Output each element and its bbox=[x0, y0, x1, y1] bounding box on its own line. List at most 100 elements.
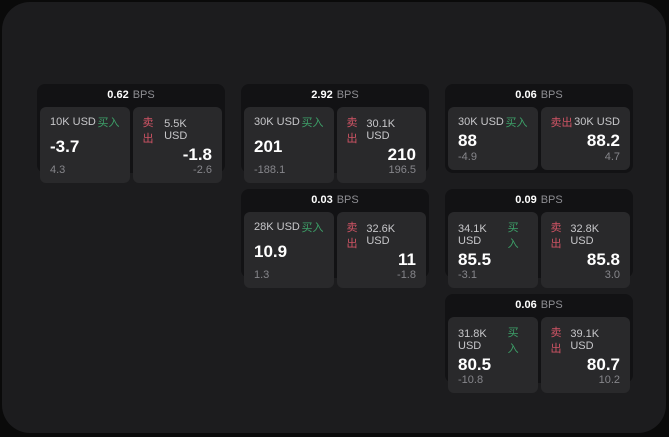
buy-side-label: 买入 bbox=[301, 222, 324, 234]
sell-price: 85.8 bbox=[586, 250, 620, 269]
sell-price: 210 bbox=[387, 145, 416, 164]
buy-sub-value: 1.3 bbox=[254, 269, 270, 281]
sell-price: -1.8 bbox=[182, 145, 212, 164]
sell-tile-top: 卖出 32.8K USD bbox=[551, 219, 621, 251]
sell-amount: 32.8K USD bbox=[570, 223, 600, 247]
spread-unit-label: BPS bbox=[132, 89, 155, 101]
quotes-grid: 0.62 BPS 10K USD 买入 -3.7 4.3 卖出 5.5K USD… bbox=[37, 84, 633, 393]
buy-sub-value: -4.9 bbox=[458, 151, 477, 163]
buy-amount: 28K USD bbox=[254, 221, 300, 233]
sell-side-label: 卖出 bbox=[550, 327, 562, 355]
quote-card: 0.09 BPS 34.1K USD 买入 85.5 -3.1 卖出 32.8K… bbox=[445, 189, 633, 288]
buy-sub-value: -188.1 bbox=[254, 164, 286, 176]
buy-tile[interactable]: 31.8K USD 买入 80.5 -10.8 bbox=[448, 317, 538, 393]
spread-unit-label: BPS bbox=[540, 299, 563, 311]
sell-sub-value: 4.7 bbox=[604, 151, 620, 163]
buy-sub-value: -3.1 bbox=[458, 269, 477, 281]
sell-tile[interactable]: 卖出 32.8K USD 85.8 3.0 bbox=[540, 212, 630, 288]
sell-tile[interactable]: 卖出 30K USD 88.2 4.7 bbox=[540, 107, 630, 170]
sell-sub-value: 10.2 bbox=[598, 374, 620, 386]
quote-tiles: 28K USD 买入 10.9 1.3 卖出 32.6K USD 11 -1.8 bbox=[241, 212, 429, 291]
sell-side-label: 卖出 bbox=[550, 222, 562, 250]
quote-tiles: 31.8K USD 买入 80.5 -10.8 卖出 39.1K USD 80.… bbox=[445, 317, 633, 396]
spread-unit-label: BPS bbox=[336, 89, 359, 101]
buy-amount: 31.8K USD bbox=[458, 328, 487, 352]
buy-price: 10.9 bbox=[254, 242, 288, 261]
sell-sub-value: 196.5 bbox=[388, 164, 416, 176]
buy-amount: 34.1K USD bbox=[458, 223, 487, 247]
spread-value: 0.06 bbox=[515, 299, 537, 311]
quote-card: 2.92 BPS 30K USD 买入 201 -188.1 卖出 30.1K … bbox=[241, 84, 429, 183]
spread-header: 0.62 BPS bbox=[37, 84, 225, 107]
quote-tiles: 34.1K USD 买入 85.5 -3.1 卖出 32.8K USD 85.8… bbox=[445, 212, 633, 291]
buy-price: -3.7 bbox=[50, 137, 80, 156]
sell-side-label: 卖出 bbox=[142, 117, 154, 145]
quotes-panel: 0.62 BPS 10K USD 买入 -3.7 4.3 卖出 5.5K USD… bbox=[2, 2, 666, 433]
sell-tile[interactable]: 卖出 39.1K USD 80.7 10.2 bbox=[540, 317, 630, 393]
buy-amount: 30K USD bbox=[458, 116, 504, 128]
buy-side-label: 买入 bbox=[505, 117, 528, 129]
sell-tile-top: 卖出 39.1K USD bbox=[551, 324, 621, 356]
quote-tiles: 30K USD 买入 201 -188.1 卖出 30.1K USD 210 1… bbox=[241, 107, 429, 186]
spread-header: 0.06 BPS bbox=[445, 84, 633, 107]
sell-price: 11 bbox=[398, 250, 416, 269]
quote-tiles: 10K USD 买入 -3.7 4.3 卖出 5.5K USD -1.8 -2.… bbox=[37, 107, 225, 186]
buy-tile[interactable]: 30K USD 买入 201 -188.1 bbox=[244, 107, 334, 183]
quote-tiles: 30K USD 买入 88 -4.9 卖出 30K USD 88.2 4.7 bbox=[445, 107, 633, 173]
spread-value: 0.09 bbox=[515, 194, 537, 206]
buy-side-label: 买入 bbox=[97, 117, 120, 129]
sell-tile[interactable]: 卖出 30.1K USD 210 196.5 bbox=[336, 107, 426, 183]
sell-tile[interactable]: 卖出 5.5K USD -1.8 -2.6 bbox=[132, 107, 222, 183]
buy-tile-top: 34.1K USD 买入 bbox=[458, 219, 528, 251]
spread-value: 2.92 bbox=[311, 89, 333, 101]
sell-amount: 30K USD bbox=[574, 116, 620, 128]
buy-sub-value: 4.3 bbox=[50, 164, 66, 176]
sell-amount: 5.5K USD bbox=[164, 118, 188, 142]
buy-side-label: 买入 bbox=[507, 327, 519, 355]
quote-card: 0.06 BPS 30K USD 买入 88 -4.9 卖出 30K USD 8… bbox=[445, 84, 633, 173]
buy-tile[interactable]: 10K USD 买入 -3.7 4.3 bbox=[40, 107, 130, 183]
spread-value: 0.03 bbox=[311, 194, 333, 206]
buy-tile-top: 30K USD 买入 bbox=[458, 114, 528, 130]
spread-value: 0.06 bbox=[515, 89, 537, 101]
sell-tile-top: 卖出 5.5K USD bbox=[143, 114, 213, 146]
buy-tile-top: 30K USD 买入 bbox=[254, 114, 324, 130]
sell-side-label: 卖出 bbox=[346, 117, 358, 145]
spread-header: 0.09 BPS bbox=[445, 189, 633, 212]
buy-amount: 10K USD bbox=[50, 116, 96, 128]
sell-tile-top: 卖出 30K USD bbox=[551, 114, 621, 130]
spread-header: 0.06 BPS bbox=[445, 294, 633, 317]
buy-tile-top: 31.8K USD 买入 bbox=[458, 324, 528, 356]
buy-tile[interactable]: 30K USD 买入 88 -4.9 bbox=[448, 107, 538, 170]
sell-sub-value: 3.0 bbox=[604, 269, 620, 281]
buy-price: 201 bbox=[254, 137, 283, 156]
buy-price: 85.5 bbox=[458, 250, 492, 269]
sell-tile[interactable]: 卖出 32.6K USD 11 -1.8 bbox=[336, 212, 426, 288]
buy-tile[interactable]: 34.1K USD 买入 85.5 -3.1 bbox=[448, 212, 538, 288]
buy-tile-top: 10K USD 买入 bbox=[50, 114, 120, 130]
sell-amount: 30.1K USD bbox=[366, 118, 396, 142]
buy-amount: 30K USD bbox=[254, 116, 300, 128]
sell-side-label: 卖出 bbox=[346, 222, 358, 250]
spread-unit-label: BPS bbox=[540, 89, 563, 101]
quote-card: 0.03 BPS 28K USD 买入 10.9 1.3 卖出 32.6K US… bbox=[241, 189, 429, 288]
sell-price: 80.7 bbox=[586, 355, 620, 374]
spread-header: 2.92 BPS bbox=[241, 84, 429, 107]
sell-sub-value: -1.8 bbox=[397, 269, 416, 281]
spread-header: 0.03 BPS bbox=[241, 189, 429, 212]
buy-sub-value: -10.8 bbox=[458, 374, 484, 386]
buy-side-label: 买入 bbox=[301, 117, 324, 129]
sell-side-label: 卖出 bbox=[550, 117, 573, 129]
buy-side-label: 买入 bbox=[507, 222, 519, 250]
quote-card: 0.06 BPS 31.8K USD 买入 80.5 -10.8 卖出 39.1… bbox=[445, 294, 633, 393]
sell-tile-top: 卖出 30.1K USD bbox=[347, 114, 417, 146]
buy-price: 88 bbox=[458, 130, 477, 150]
sell-sub-value: -2.6 bbox=[193, 164, 212, 176]
sell-price: 88.2 bbox=[586, 130, 620, 150]
spread-unit-label: BPS bbox=[336, 194, 359, 206]
sell-tile-top: 卖出 32.6K USD bbox=[347, 219, 417, 251]
spread-unit-label: BPS bbox=[540, 194, 563, 206]
buy-tile[interactable]: 28K USD 买入 10.9 1.3 bbox=[244, 212, 334, 288]
sell-amount: 39.1K USD bbox=[570, 328, 600, 352]
sell-amount: 32.6K USD bbox=[366, 223, 396, 247]
